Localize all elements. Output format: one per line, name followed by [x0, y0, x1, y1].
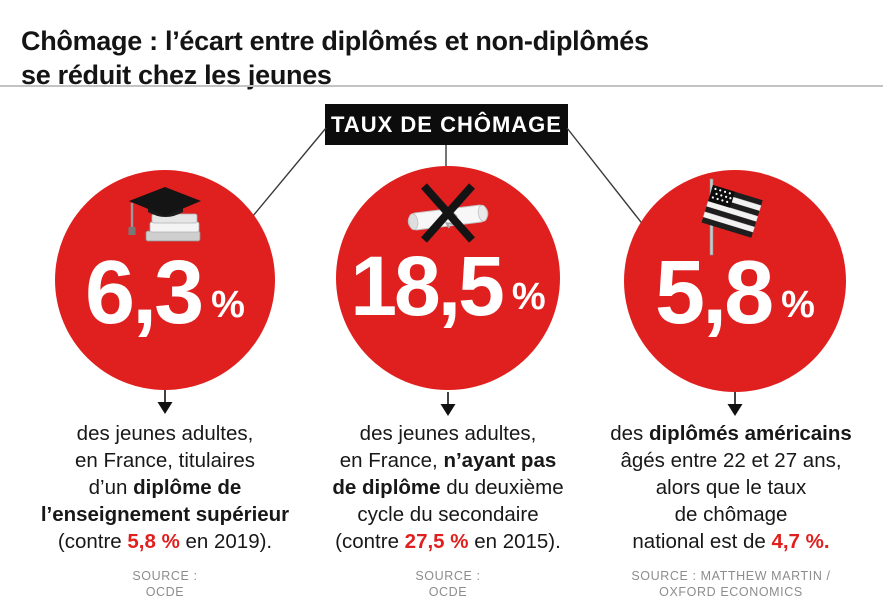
- title-divider: [0, 85, 883, 87]
- stat-value-2: 18,5 %: [350, 242, 545, 330]
- stat-unit-3: %: [781, 284, 815, 326]
- caption-text-1: des jeunes adultes, en France, titulaires…: [40, 422, 290, 553]
- page-title: Chômage : l’écart entre diplômés et non-…: [21, 24, 649, 92]
- stat-value-3: 5,8 %: [655, 246, 815, 341]
- caption-text-3: des diplômés américains âgés entre 22 et …: [610, 422, 852, 553]
- unemployment-rate-badge: TAUX DE CHÔMAGE: [325, 104, 568, 145]
- source-label-3: SOURCE : MATTHEW MARTIN / OXFORD ECONOMIC…: [631, 569, 831, 599]
- stat-circle-graduates-france: 6,3 %: [55, 170, 275, 390]
- title-line-1: Chômage : l’écart entre diplômés et non-…: [21, 26, 649, 57]
- no-diploma-icon: [398, 176, 498, 250]
- stat-circle-us-graduates: 5,8 %: [624, 170, 846, 392]
- stat-number-1: 6,3: [85, 243, 204, 343]
- stat-value-1: 6,3 %: [85, 246, 245, 341]
- caption-us-graduates: des diplômés américains âgés entre 22 et …: [581, 420, 881, 599]
- stat-number-3: 5,8: [655, 243, 774, 343]
- source-label-2: SOURCE : OCDE: [415, 569, 481, 599]
- stat-unit-2: %: [511, 276, 546, 318]
- badge-label: TAUX DE CHÔMAGE: [331, 111, 562, 137]
- caption-text-2: des jeunes adultes, en France, n’ayant pa…: [332, 422, 564, 553]
- stat-number-2: 18,5: [350, 239, 504, 333]
- caption-no-diploma-france: des jeunes adultes, en France, n’ayant pa…: [291, 420, 605, 599]
- down-arrow-2: [440, 392, 456, 416]
- stat-unit-1: %: [211, 284, 245, 326]
- down-arrow-1: [157, 390, 173, 414]
- graduation-cap-icon: [122, 180, 208, 254]
- us-flag-icon: [695, 178, 775, 256]
- stat-circle-no-diploma-france: 18,5 %: [336, 166, 560, 390]
- down-arrow-3: [727, 392, 743, 416]
- source-label-1: SOURCE : OCDE: [132, 569, 198, 599]
- caption-graduates-france: des jeunes adultes, en France, titulaires…: [8, 420, 322, 599]
